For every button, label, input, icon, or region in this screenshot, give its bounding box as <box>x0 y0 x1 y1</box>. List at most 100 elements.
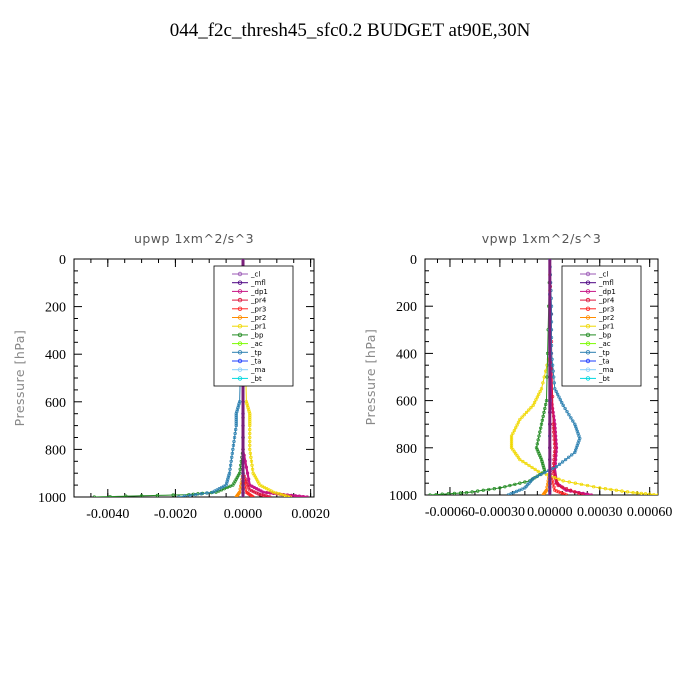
data-point <box>560 460 565 464</box>
data-point <box>552 434 556 438</box>
data-point <box>570 453 574 457</box>
data-point <box>234 412 238 416</box>
x-tick-label: 0.00030 <box>577 505 623 520</box>
data-point <box>625 490 630 494</box>
data-point <box>246 477 251 481</box>
data-point <box>560 485 564 489</box>
legend-marker <box>585 341 591 346</box>
data-point <box>544 398 549 403</box>
data-point <box>305 495 309 497</box>
legend-marker <box>237 358 243 364</box>
data-point <box>609 487 613 492</box>
legend-marker <box>237 271 243 277</box>
data-point <box>182 494 187 497</box>
data-point <box>518 457 522 462</box>
data-point <box>236 404 241 408</box>
y-axis-label: Pressure [hPa] <box>12 330 27 427</box>
legend-marker <box>585 350 591 355</box>
legend-label: _ac <box>598 340 611 348</box>
data-point <box>523 486 527 490</box>
legend-label: _bp <box>250 331 264 339</box>
data-point <box>293 494 298 497</box>
data-point <box>244 465 249 469</box>
data-point <box>234 414 238 418</box>
data-point <box>188 493 192 497</box>
data-point <box>245 471 250 475</box>
data-point <box>540 459 544 464</box>
data-point <box>585 483 590 488</box>
legend-marker <box>585 297 591 303</box>
data-point <box>511 431 515 435</box>
data-point <box>523 480 527 484</box>
data-point <box>124 494 128 497</box>
data-point <box>245 402 249 406</box>
data-point <box>541 381 545 385</box>
legend-box <box>561 265 642 387</box>
data-point <box>541 414 545 418</box>
data-point <box>440 492 444 495</box>
data-point <box>247 410 251 414</box>
data-point <box>560 400 564 405</box>
legend-label: _ac <box>250 340 263 348</box>
data-point <box>561 403 565 407</box>
legend-marker <box>237 324 243 329</box>
x-tick-label: 0.0000 <box>224 507 263 522</box>
data-point <box>532 400 537 405</box>
data-point <box>227 471 232 475</box>
data-point <box>518 481 522 485</box>
series-line-pr1 <box>511 259 658 495</box>
data-point <box>652 492 656 495</box>
data-point <box>92 495 96 497</box>
page-title: 044_f2c_thresh45_sfc0.2 BUDGET at90E,30N <box>169 20 531 41</box>
data-point <box>506 493 510 495</box>
data-point <box>561 479 565 483</box>
legend-marker <box>237 315 243 320</box>
data-point <box>277 492 281 496</box>
data-point <box>539 422 544 426</box>
y-tick-label: 800 <box>396 442 417 457</box>
data-point <box>539 426 543 430</box>
data-point <box>258 492 262 497</box>
legend-label: _bp <box>598 331 612 339</box>
data-point <box>543 470 547 475</box>
data-point <box>225 481 229 485</box>
legend: _cl_mfl_dp1_pr4_pr3_pr2_pr1_bp_ac_tp_ta_… <box>213 265 294 387</box>
data-point <box>552 450 557 454</box>
legend-label: _tp <box>598 349 610 357</box>
data-point <box>235 408 240 412</box>
data-point <box>563 406 567 411</box>
data-point <box>246 485 251 489</box>
data-point <box>540 418 544 422</box>
data-point <box>464 490 469 495</box>
chart-title: upwp 1xm^2/s^3 <box>134 231 254 246</box>
data-point <box>552 381 556 385</box>
data-point <box>553 476 557 480</box>
data-point <box>254 491 259 495</box>
data-point <box>517 488 521 492</box>
data-point <box>553 387 557 391</box>
data-point <box>643 492 648 495</box>
data-point <box>228 484 232 488</box>
data-point <box>535 395 539 399</box>
data-point <box>512 490 516 495</box>
data-point <box>639 491 644 495</box>
data-point <box>552 438 556 442</box>
data-point <box>248 419 252 424</box>
data-point <box>535 474 539 479</box>
data-point <box>280 492 284 497</box>
x-tick-label: -0.0040 <box>86 507 129 522</box>
data-point <box>573 481 577 485</box>
data-point <box>268 495 272 497</box>
data-point <box>537 434 541 438</box>
data-point <box>509 444 514 448</box>
data-point <box>248 423 252 428</box>
data-point <box>248 414 252 418</box>
legend-marker <box>237 376 243 381</box>
data-point <box>265 490 269 495</box>
data-point <box>554 465 559 469</box>
data-point <box>234 495 238 497</box>
data-point <box>551 369 555 373</box>
data-point <box>249 459 254 463</box>
data-point <box>518 417 522 422</box>
y-tick-label: 400 <box>396 347 417 362</box>
